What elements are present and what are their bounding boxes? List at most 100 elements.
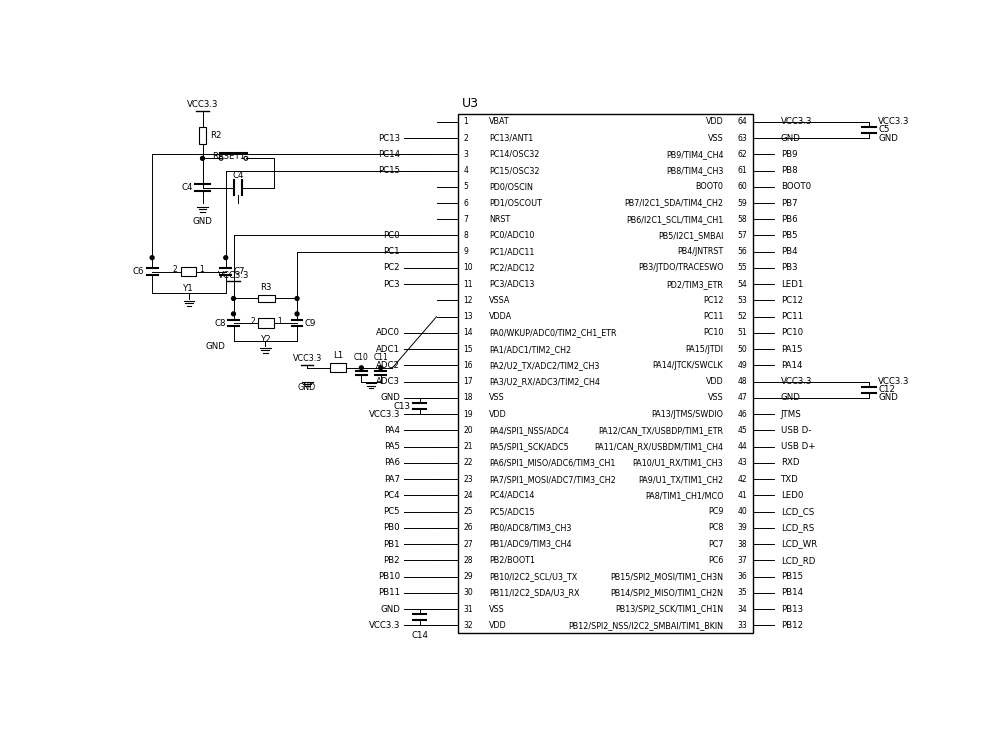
Text: VDDA: VDDA <box>489 312 512 321</box>
Text: PB1: PB1 <box>384 539 400 548</box>
Text: PB3/JTDO/TRACESWO: PB3/JTDO/TRACESWO <box>638 263 723 272</box>
Text: PB5: PB5 <box>781 231 797 240</box>
Text: VSS: VSS <box>489 393 505 402</box>
Text: C5: C5 <box>878 125 890 134</box>
Bar <box>181 267 196 276</box>
Text: VBAT: VBAT <box>489 117 510 126</box>
Text: 21: 21 <box>464 442 473 451</box>
Text: PB13/SPI2_SCK/TIM1_CH1N: PB13/SPI2_SCK/TIM1_CH1N <box>615 605 723 614</box>
Text: ADC3: ADC3 <box>376 377 400 386</box>
Text: C10: C10 <box>354 352 369 361</box>
Text: 11: 11 <box>464 280 473 289</box>
Text: PC1: PC1 <box>384 247 400 256</box>
Text: 26: 26 <box>464 523 473 532</box>
Text: C11: C11 <box>373 352 388 361</box>
Text: 47: 47 <box>738 393 747 402</box>
Text: 7: 7 <box>464 214 469 224</box>
Text: 25: 25 <box>464 507 473 516</box>
Text: PC15: PC15 <box>378 166 400 175</box>
Text: 57: 57 <box>738 231 747 240</box>
Text: VCC3.3: VCC3.3 <box>187 100 218 109</box>
Text: 37: 37 <box>738 556 747 565</box>
Text: 10: 10 <box>464 263 473 272</box>
Text: 53: 53 <box>738 296 747 305</box>
Text: PD2/TIM3_ETR: PD2/TIM3_ETR <box>666 280 723 289</box>
Text: PA8/TIM1_CH1/MCO: PA8/TIM1_CH1/MCO <box>645 491 723 500</box>
Text: 61: 61 <box>738 166 747 175</box>
Text: PB2/BOOT1: PB2/BOOT1 <box>489 556 535 565</box>
Text: R3: R3 <box>260 283 272 292</box>
Text: PB10: PB10 <box>378 572 400 581</box>
Text: Y2: Y2 <box>261 335 271 344</box>
Text: 17: 17 <box>464 377 473 386</box>
Text: PB13: PB13 <box>781 605 803 614</box>
Text: PA12/CAN_TX/USBDP/TIM1_ETR: PA12/CAN_TX/USBDP/TIM1_ETR <box>598 426 723 435</box>
Text: 49: 49 <box>738 361 747 370</box>
Text: VCC3.3: VCC3.3 <box>878 377 910 386</box>
Text: 15: 15 <box>464 345 473 354</box>
Text: PC11: PC11 <box>781 312 803 321</box>
Text: PA13/JTMS/SWDIO: PA13/JTMS/SWDIO <box>651 410 723 418</box>
Text: PB11: PB11 <box>378 588 400 597</box>
Text: USB D+: USB D+ <box>781 442 815 451</box>
Text: 38: 38 <box>738 539 747 548</box>
Text: C14: C14 <box>411 631 428 640</box>
Text: PB14/SPI2_MISO/TIM1_CH2N: PB14/SPI2_MISO/TIM1_CH2N <box>610 588 723 597</box>
Text: 55: 55 <box>738 263 747 272</box>
Text: PB2: PB2 <box>384 556 400 565</box>
Text: PC5: PC5 <box>384 507 400 516</box>
Text: 59: 59 <box>738 199 747 208</box>
Text: RXD: RXD <box>781 459 799 467</box>
Text: U3: U3 <box>462 96 479 110</box>
Text: C12: C12 <box>878 385 895 394</box>
Text: PC10: PC10 <box>781 329 803 338</box>
Text: C8: C8 <box>214 318 226 328</box>
Text: PB1/ADC9/TIM3_CH4: PB1/ADC9/TIM3_CH4 <box>489 539 572 548</box>
Text: PC13/ANT1: PC13/ANT1 <box>489 134 534 142</box>
Circle shape <box>379 366 383 370</box>
Text: 43: 43 <box>738 459 747 467</box>
Text: 39: 39 <box>738 523 747 532</box>
Text: PB4/JNTRST: PB4/JNTRST <box>677 247 723 256</box>
Text: 5: 5 <box>464 183 469 191</box>
Text: 2: 2 <box>464 134 468 142</box>
Text: VCC3.3: VCC3.3 <box>292 354 322 363</box>
Text: 1: 1 <box>277 317 282 326</box>
Text: GND: GND <box>781 134 801 142</box>
Circle shape <box>232 297 235 301</box>
Text: PA1/ADC1/TIM2_CH2: PA1/ADC1/TIM2_CH2 <box>489 345 571 354</box>
Text: 16: 16 <box>464 361 473 370</box>
Text: 29: 29 <box>464 572 473 581</box>
Text: JTMS: JTMS <box>781 410 801 418</box>
Text: 64: 64 <box>738 117 747 126</box>
Text: PA6: PA6 <box>384 459 400 467</box>
Text: PC3: PC3 <box>384 280 400 289</box>
Text: PB14: PB14 <box>781 588 803 597</box>
Circle shape <box>295 297 299 301</box>
Text: PA2/U2_TX/ADC2/TIM2_CH3: PA2/U2_TX/ADC2/TIM2_CH3 <box>489 361 600 370</box>
Text: 18: 18 <box>464 393 473 402</box>
Text: VCC3.3: VCC3.3 <box>369 621 400 630</box>
Text: PC2/ADC12: PC2/ADC12 <box>489 263 535 272</box>
Text: PA9/U1_TX/TIM1_CH2: PA9/U1_TX/TIM1_CH2 <box>638 475 723 484</box>
Text: 48: 48 <box>738 377 747 386</box>
Text: LED1: LED1 <box>781 280 803 289</box>
Text: VDD: VDD <box>489 410 507 418</box>
Text: PC11: PC11 <box>703 312 723 321</box>
Text: PA0/WKUP/ADC0/TIM2_CH1_ETR: PA0/WKUP/ADC0/TIM2_CH1_ETR <box>489 329 617 338</box>
Text: PC3/ADC13: PC3/ADC13 <box>489 280 535 289</box>
Text: PC8: PC8 <box>708 523 723 532</box>
Text: PC14/OSC32: PC14/OSC32 <box>489 150 540 159</box>
Text: PA4: PA4 <box>384 426 400 435</box>
Text: GND: GND <box>206 342 226 351</box>
Text: VCC3.3: VCC3.3 <box>218 271 249 280</box>
Text: PC4/ADC14: PC4/ADC14 <box>489 491 535 500</box>
Text: PB3: PB3 <box>781 263 797 272</box>
Text: PA15: PA15 <box>781 345 802 354</box>
Text: PB12/SPI2_NSS/I2C2_SMBAI/TIM1_BKIN: PB12/SPI2_NSS/I2C2_SMBAI/TIM1_BKIN <box>568 621 723 630</box>
Text: 19: 19 <box>464 410 473 418</box>
Text: LCD_RS: LCD_RS <box>781 523 814 532</box>
Text: PB11/I2C2_SDA/U3_RX: PB11/I2C2_SDA/U3_RX <box>489 588 580 597</box>
Circle shape <box>201 157 204 160</box>
Text: PA7/SPI1_MOSI/ADC7/TIM3_CH2: PA7/SPI1_MOSI/ADC7/TIM3_CH2 <box>489 475 616 484</box>
